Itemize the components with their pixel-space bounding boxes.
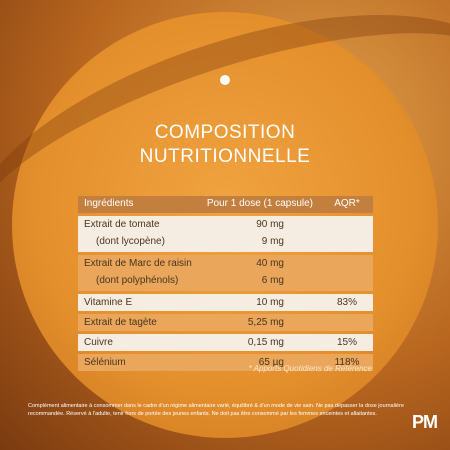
dose: 6 mg	[261, 275, 284, 286]
dose: 10 mg	[256, 297, 284, 308]
aqr: 118%	[334, 357, 360, 368]
logo: PM	[412, 412, 438, 432]
table-row: Extrait de Marc de raisin 40 mg	[78, 256, 373, 273]
dose: 9 mg	[261, 236, 284, 247]
ingredient: (dont lycopène)	[96, 236, 165, 247]
dose: 0,15 mg	[247, 337, 284, 348]
dose: 40 mg	[256, 258, 284, 269]
table-row: (dont lycopène) 9 mg	[78, 234, 373, 251]
dose: 5,25 mg	[247, 317, 284, 328]
table-row: Sélénium 65 µg 118%	[78, 355, 373, 370]
title: NUTRITIONNELLE	[139, 146, 311, 167]
ingredient: (dont polyphénols)	[96, 275, 179, 286]
ingredient: Cuivre	[84, 337, 113, 348]
table-row: (dont polyphénols) 6 mg	[78, 273, 373, 290]
table-group: Extrait de tomate 90 mg (dont lycopène) 9 m…	[78, 216, 373, 252]
table-header: Ingrédients Pour 1 dose (1 capsule) AQR*	[78, 196, 373, 213]
table-group: Extrait de tagète 5,25 mg	[78, 314, 373, 331]
footnote: * Apports Quotidiens de Référence	[248, 364, 372, 373]
title: COMPOSITION	[154, 122, 296, 143]
disclaimer: Complément alimentaire à consommer dans …	[28, 403, 404, 417]
ingredient: Extrait de Marc de raisin	[84, 258, 192, 269]
ingredient: Extrait de tagète	[84, 317, 157, 328]
hang-hole	[220, 75, 230, 85]
nutrition-table: Ingrédients Pour 1 dose (1 capsule) AQR*…	[78, 196, 373, 374]
table-group: Cuivre 0,15 mg 15%	[78, 334, 373, 351]
aqr: 15%	[336, 337, 357, 348]
header-cell: AQR*	[334, 198, 360, 209]
header-cell: Pour 1 dose (1 capsule)	[206, 198, 313, 209]
table-group: Sélénium 65 µg 118%	[78, 354, 373, 371]
ingredient: Vitamine E	[84, 297, 133, 308]
table-group: Extrait de Marc de raisin 40 mg (dont poly…	[78, 255, 373, 291]
dose: 65 µg	[258, 357, 284, 368]
table-row: Vitamine E 10 mg 83%	[78, 295, 373, 310]
header-cell: Ingrédients	[84, 198, 134, 209]
table-row: Extrait de tagète 5,25 mg	[78, 315, 373, 330]
dose: 90 mg	[256, 219, 284, 230]
table-group: Vitamine E 10 mg 83%	[78, 294, 373, 311]
table-row: Cuivre 0,15 mg 15%	[78, 335, 373, 350]
table-row: Extrait de tomate 90 mg	[78, 217, 373, 234]
ingredient: Extrait de tomate	[84, 219, 160, 230]
ingredient: Sélénium	[84, 357, 126, 368]
aqr: 83%	[336, 297, 357, 308]
